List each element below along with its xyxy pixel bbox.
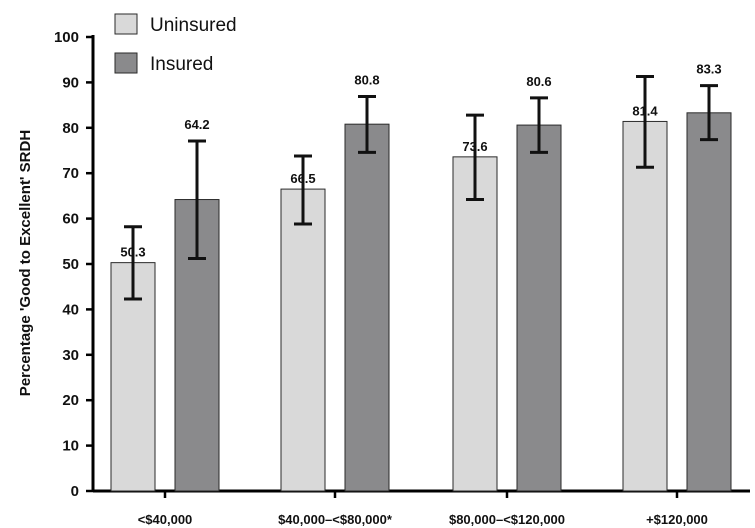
bar-uninsured-0 bbox=[110, 262, 156, 492]
legend-swatch-insured bbox=[114, 52, 138, 74]
data-label-insured-3: 83.3 bbox=[696, 62, 721, 77]
y-tick-label-10: 100 bbox=[54, 29, 79, 46]
data-label-uninsured-2: 73.6 bbox=[462, 139, 487, 154]
y-tick-label-1: 10 bbox=[62, 438, 79, 455]
x-tick-label-1: $40,000–<$80,000* bbox=[278, 512, 393, 527]
y-tick-label-4: 40 bbox=[62, 301, 79, 318]
data-label-insured-1: 80.8 bbox=[354, 72, 379, 87]
y-axis-label: Percentage 'Good to Excellent' SRDH bbox=[17, 130, 34, 396]
y-tick-label-6: 60 bbox=[62, 211, 79, 228]
bar-insured-1 bbox=[344, 123, 390, 492]
y-tick-label-5: 50 bbox=[62, 256, 79, 273]
y-tick-label-8: 80 bbox=[62, 120, 79, 137]
x-axis: <$40,000 $40,000–<$80,000* $80,000–<$120,0… bbox=[93, 489, 750, 527]
data-label-uninsured-0: 50.3 bbox=[120, 245, 145, 260]
bar-uninsured-2 bbox=[452, 156, 498, 492]
bar-uninsured-3 bbox=[622, 120, 668, 492]
bar-uninsured-1 bbox=[280, 188, 326, 492]
y-axis: 0 10 20 30 40 50 60 70 80 90 100 bbox=[54, 29, 95, 500]
data-label-uninsured-3: 81.4 bbox=[632, 103, 658, 118]
y-tick-label-9: 90 bbox=[62, 74, 79, 91]
x-tick-label-2: $80,000–<$120,000 bbox=[449, 512, 565, 527]
y-tick-label-0: 0 bbox=[71, 483, 79, 500]
bars: 50.3 66.5 73.6 81.4 64.2 80.8 80.6 83.3 bbox=[110, 62, 732, 492]
x-tick-label-3: +$120,000 bbox=[646, 512, 708, 527]
legend-label-uninsured: Uninsured bbox=[150, 15, 237, 36]
bar-insured-2 bbox=[516, 124, 562, 492]
bar-insured-3 bbox=[686, 112, 732, 492]
legend-swatch-uninsured bbox=[114, 13, 138, 35]
y-tick-label-7: 70 bbox=[62, 165, 79, 182]
data-label-uninsured-1: 66.5 bbox=[290, 171, 315, 186]
legend-label-insured: Insured bbox=[150, 54, 213, 75]
data-label-insured-2: 80.6 bbox=[526, 74, 551, 89]
x-tick-label-0: <$40,000 bbox=[138, 512, 193, 527]
data-label-insured-0: 64.2 bbox=[184, 117, 209, 132]
y-tick-label-3: 30 bbox=[62, 347, 79, 364]
y-tick-label-2: 20 bbox=[62, 392, 79, 409]
legend: Uninsured Insured bbox=[114, 13, 237, 75]
